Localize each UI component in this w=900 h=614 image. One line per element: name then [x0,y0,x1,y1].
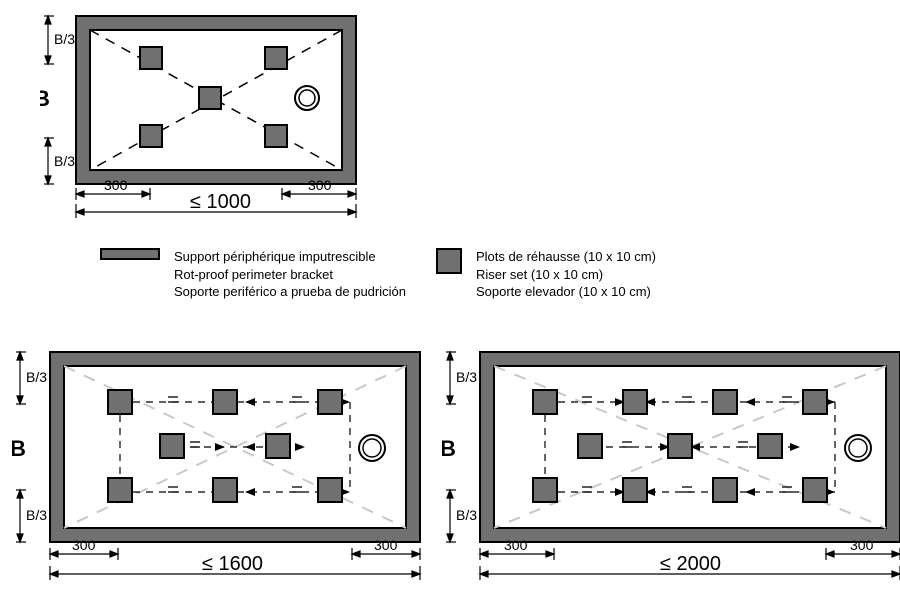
label-b3-bot-m: B/3 [26,507,47,523]
tray-medium: B/3 B/3 B [12,338,442,598]
legend-bracket-text: Support périphérique imputrescible Rot-p… [174,248,406,301]
tray-small: B/3 B/3 B [40,6,380,226]
label-b3-bottom: B/3 [54,153,75,169]
label-300-l: 300 [104,177,128,193]
frame-small [76,16,356,184]
label-width-medium: ≤ 1600 [202,553,263,575]
label-width-large: ≤ 2000 [660,553,721,575]
tray-large: B/3 B/3 B [442,338,900,598]
label-width-small: ≤ 1000 [190,191,251,213]
label-300-lm: 300 [72,537,96,553]
label-300-r: 300 [308,177,332,193]
label-300-ll: 300 [504,537,528,553]
legend-riser-text: Plots de réhausse (10 x 10 cm) Riser set… [476,248,656,301]
bracket-swatch-icon [100,248,160,260]
label-b3-top-l: B/3 [456,369,477,385]
label-b3-top-m: B/3 [26,369,47,385]
frame-medium [50,352,420,542]
label-B: B [40,86,50,111]
legend-bracket-fr: Support périphérique imputrescible [174,248,406,266]
legend-bracket-en: Rot-proof perimeter bracket [174,266,406,284]
legend-riser-es: Soporte elevador (10 x 10 cm) [476,283,656,301]
legend: Support périphérique imputrescible Rot-p… [100,248,656,301]
legend-riser-en: Riser set (10 x 10 cm) [476,266,656,284]
label-B-l: B [442,436,456,461]
frame-large [480,352,900,542]
legend-riser-fr: Plots de réhausse (10 x 10 cm) [476,248,656,266]
label-B-m: B [12,436,26,461]
label-300-rm: 300 [374,537,398,553]
label-b3-top: B/3 [54,31,75,47]
label-300-rl: 300 [850,537,874,553]
label-b3-bot-l: B/3 [456,507,477,523]
riser-swatch-icon [436,248,462,274]
legend-bracket-es: Soporte periférico a prueba de pudrición [174,283,406,301]
